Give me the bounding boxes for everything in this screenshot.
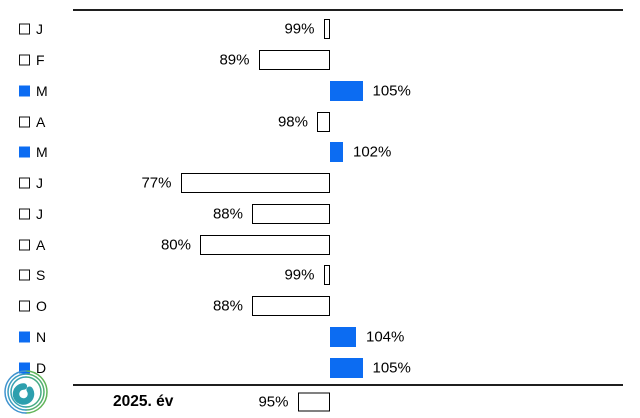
value-label: 80%	[160, 236, 191, 254]
bar-above-baseline	[330, 142, 343, 163]
legend-marker-filled-square-icon	[19, 85, 30, 97]
bar-below-baseline	[258, 50, 330, 71]
bar-below-baseline	[252, 203, 330, 224]
value-label: 88%	[212, 205, 243, 223]
chart-row: O 88%	[0, 291, 640, 322]
chart-row: J 88%	[0, 199, 640, 230]
legend-marker-outline-square-icon	[19, 269, 30, 281]
chart-top-rule	[73, 9, 623, 11]
legend-marker-outline-square-icon	[19, 239, 30, 251]
chart-row: J 77%	[0, 168, 640, 199]
value-label: 102%	[353, 143, 392, 161]
bar-below-baseline	[323, 19, 330, 40]
category-label: D	[36, 359, 47, 376]
legend-marker-outline-square-icon	[19, 300, 30, 312]
chart-row: N 104%	[0, 322, 640, 353]
chart-row: M 102%	[0, 137, 640, 168]
legend-marker-filled-square-icon	[19, 146, 30, 158]
summary-year-label: 2025. év	[113, 392, 174, 410]
category-label: J	[36, 205, 43, 222]
legend-marker-filled-square-icon	[19, 331, 30, 343]
bar-below-baseline	[317, 111, 330, 132]
category-label: N	[36, 328, 47, 345]
category-label: J	[36, 21, 43, 38]
category-label: J	[36, 175, 43, 192]
chart-row: M 105%	[0, 76, 640, 107]
bar-above-baseline	[330, 357, 363, 378]
bar-below-baseline	[297, 392, 330, 411]
category-label: M	[36, 82, 48, 99]
value-label: 104%	[366, 328, 405, 346]
legend-marker-outline-square-icon	[19, 23, 30, 35]
chart-row: J 99%	[0, 14, 640, 45]
value-label: 88%	[212, 297, 243, 315]
value-label: 98%	[277, 113, 308, 131]
legend-marker-outline-square-icon	[19, 116, 30, 128]
bar-below-baseline	[323, 265, 330, 286]
bar-below-baseline	[180, 173, 330, 194]
value-label: 99%	[284, 20, 315, 38]
value-label: 105%	[372, 359, 411, 377]
value-label: 95%	[258, 393, 289, 410]
chart-row: D 105%	[0, 352, 640, 383]
bar-above-baseline	[330, 80, 363, 101]
bar-below-baseline	[252, 296, 330, 317]
category-label: O	[36, 298, 47, 315]
chart-rows: J 99% F 89% M 105% A 98% M 102% J 77% J 88% A 80% S 99% O 8…	[0, 11, 640, 383]
chart-row: A 98%	[0, 106, 640, 137]
legend-marker-outline-square-icon	[19, 54, 30, 66]
logo-swirl-icon	[4, 370, 48, 414]
chart-row: S 99%	[0, 260, 640, 291]
legend-marker-outline-square-icon	[19, 177, 30, 189]
category-label: F	[36, 52, 45, 69]
category-label: A	[36, 113, 46, 130]
value-label: 77%	[141, 174, 172, 192]
summary-row: 2025. év 95%	[0, 386, 640, 417]
category-label: A	[36, 236, 46, 253]
category-label: M	[36, 144, 48, 161]
value-label: 99%	[284, 266, 315, 284]
category-label: S	[36, 267, 46, 284]
legend-marker-outline-square-icon	[19, 208, 30, 220]
chart-bottom-rule	[73, 384, 623, 386]
chart-row: F 89%	[0, 45, 640, 76]
value-label: 89%	[219, 51, 250, 69]
chart-row: A 80%	[0, 229, 640, 260]
legend-marker-filled-square-icon	[19, 362, 30, 374]
bar-below-baseline	[200, 234, 330, 255]
value-label: 105%	[372, 82, 411, 100]
bar-above-baseline	[330, 326, 356, 347]
